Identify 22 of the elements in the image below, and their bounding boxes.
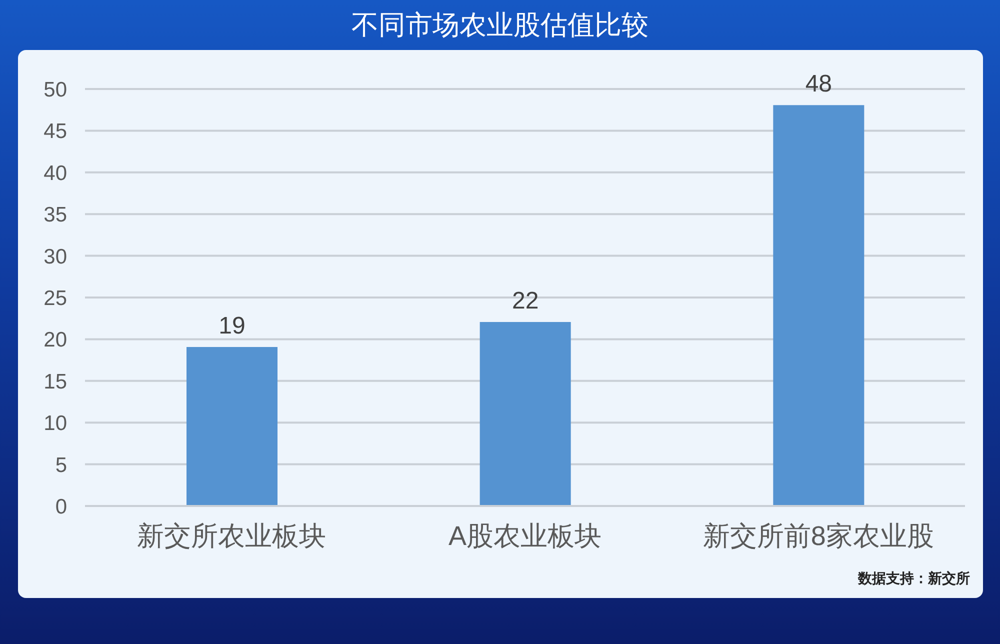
y-tick-label: 30 (44, 245, 67, 268)
y-tick-label: 25 (44, 286, 67, 310)
data-label: 48 (805, 70, 832, 98)
y-tick-label: 15 (44, 370, 67, 394)
y-tick-label: 50 (44, 78, 67, 102)
bar (773, 105, 864, 506)
x-tick-label: 新交所前8家农业股 (702, 521, 934, 552)
y-tick-label: 10 (44, 412, 67, 436)
text: 数据支持：新交所 (858, 569, 970, 588)
y-tick-label: 45 (44, 120, 67, 144)
y-tick-label: 35 (44, 204, 67, 227)
x-tick-label: 新交所农业板块 (137, 521, 326, 552)
chart-title: 不同市场农业股估值比较 (350, 9, 650, 42)
y-tick-label: 5 (55, 454, 67, 477)
y-tick-label: 20 (44, 328, 67, 352)
data-label: 22 (512, 288, 539, 315)
data-label: 19 (218, 312, 246, 340)
y-tick-label: 0 (55, 495, 67, 518)
x-tick-label: A股农业板块 (448, 521, 602, 552)
bar (480, 322, 571, 506)
y-tick-label: 40 (44, 162, 67, 185)
bar (186, 347, 278, 506)
